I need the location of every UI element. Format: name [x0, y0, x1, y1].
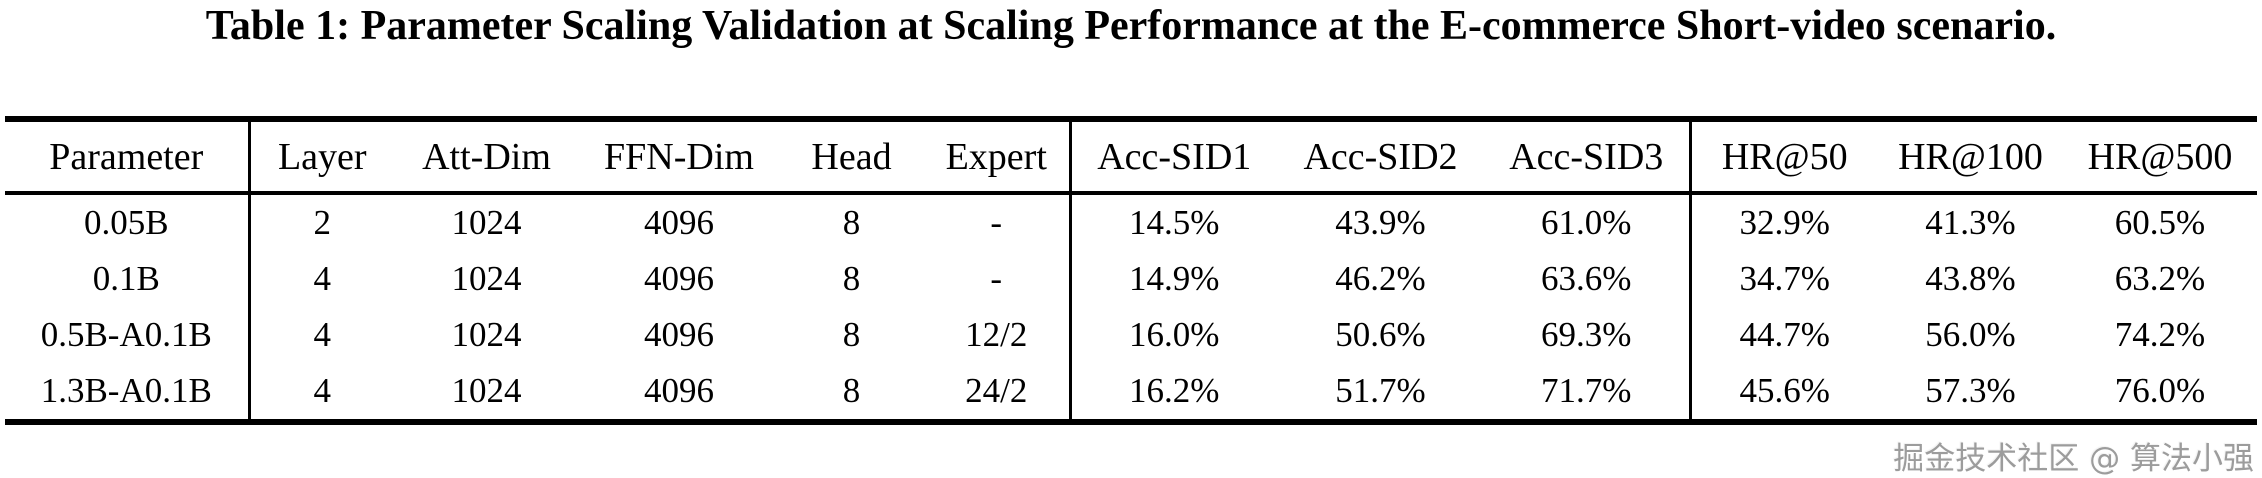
col-header-layer: Layer	[247, 119, 394, 195]
cell-head: 8	[842, 371, 861, 410]
col-header-acc-sid2: Acc-SID2	[1277, 119, 1484, 195]
table-row: 0.5B-A0.1B 4 1024 4096 8 12/2 16.0% 50.6…	[5, 307, 2257, 363]
parameter-scaling-table: Parameter Layer Att-Dim FFN-Dim Head Exp…	[5, 116, 2257, 425]
cell-head: 8	[842, 315, 861, 354]
cell-layer: 4	[247, 363, 394, 422]
cell-att-dim: 1024	[451, 203, 522, 242]
cell-hr500: 74.2%	[2114, 315, 2206, 354]
cell-expert: 24/2	[965, 371, 1028, 410]
table-row: 0.05B 2 1024 4096 8 - 14.5% 43.9% 61.0% …	[5, 193, 2257, 251]
cell-expert: 12/2	[965, 315, 1028, 354]
cell-acc-sid1: 14.5%	[1068, 193, 1277, 251]
col-header-ffn-dim: FFN-Dim	[579, 119, 779, 195]
cell-hr50: 45.6%	[1688, 363, 1878, 422]
col-header-hr50: HR@50	[1688, 119, 1878, 195]
col-header-hr100: HR@100	[1878, 119, 2063, 195]
col-header-att-dim: Att-Dim	[394, 119, 579, 195]
cell-expert: -	[990, 203, 1003, 242]
cell-acc-sid1: 14.9%	[1068, 251, 1277, 307]
cell-acc-sid2: 46.2%	[1335, 259, 1426, 298]
table-caption: Table 1: Parameter Scaling Validation at…	[205, 3, 2057, 49]
header-row: Parameter Layer Att-Dim FFN-Dim Head Exp…	[5, 119, 2257, 195]
table-row: 0.1B 4 1024 4096 8 - 14.9% 46.2% 63.6% 3…	[5, 251, 2257, 307]
cell-parameter: 1.3B-A0.1B	[40, 371, 212, 410]
cell-att-dim: 1024	[451, 259, 522, 298]
cell-ffn-dim: 4096	[644, 203, 714, 242]
col-header-expert: Expert	[924, 119, 1070, 195]
cell-att-dim: 1024	[451, 315, 522, 354]
cell-hr100: 41.3%	[1925, 203, 2016, 242]
cell-hr50: 34.7%	[1688, 251, 1878, 307]
table-container: Parameter Layer Att-Dim FFN-Dim Head Exp…	[5, 116, 2257, 425]
col-header-parameter: Parameter	[5, 119, 249, 195]
cell-parameter: 0.5B-A0.1B	[40, 315, 212, 354]
cell-hr50: 32.9%	[1688, 193, 1878, 251]
cell-hr500: 60.5%	[2114, 203, 2206, 242]
cell-acc-sid3: 71.7%	[1541, 371, 1632, 410]
cell-acc-sid1: 16.0%	[1068, 307, 1277, 363]
table-row: 1.3B-A0.1B 4 1024 4096 8 24/2 16.2% 51.7…	[5, 363, 2257, 422]
cell-head: 8	[842, 203, 861, 242]
col-header-hr500: HR@500	[2063, 119, 2257, 195]
cell-parameter: 0.05B	[83, 203, 169, 242]
cell-hr100: 56.0%	[1925, 315, 2016, 354]
cell-hr500: 63.2%	[2114, 259, 2206, 298]
cell-acc-sid1: 16.2%	[1068, 363, 1277, 422]
cell-att-dim: 1024	[451, 371, 522, 410]
cell-layer: 4	[247, 251, 394, 307]
cell-acc-sid2: 50.6%	[1335, 315, 1426, 354]
cell-acc-sid2: 43.9%	[1335, 203, 1426, 242]
col-header-acc-sid1: Acc-SID1	[1068, 119, 1277, 195]
cell-expert: -	[990, 259, 1003, 298]
watermark: 掘金技术社区 @ 算法小强	[1893, 441, 2254, 477]
col-header-head: Head	[779, 119, 924, 195]
cell-hr100: 43.8%	[1925, 259, 2016, 298]
cell-hr100: 57.3%	[1925, 371, 2016, 410]
cell-ffn-dim: 4096	[644, 315, 714, 354]
cell-head: 8	[842, 259, 861, 298]
cell-hr50: 44.7%	[1688, 307, 1878, 363]
cell-layer: 2	[247, 193, 394, 251]
col-header-acc-sid3: Acc-SID3	[1484, 119, 1690, 195]
cell-acc-sid2: 51.7%	[1335, 371, 1426, 410]
cell-ffn-dim: 4096	[644, 371, 714, 410]
cell-acc-sid3: 63.6%	[1541, 259, 1632, 298]
cell-acc-sid3: 69.3%	[1541, 315, 1632, 354]
cell-hr500: 76.0%	[2114, 371, 2206, 410]
cell-ffn-dim: 4096	[644, 259, 714, 298]
cell-parameter: 0.1B	[92, 259, 160, 298]
cell-layer: 4	[247, 307, 394, 363]
cell-acc-sid3: 61.0%	[1541, 203, 1632, 242]
